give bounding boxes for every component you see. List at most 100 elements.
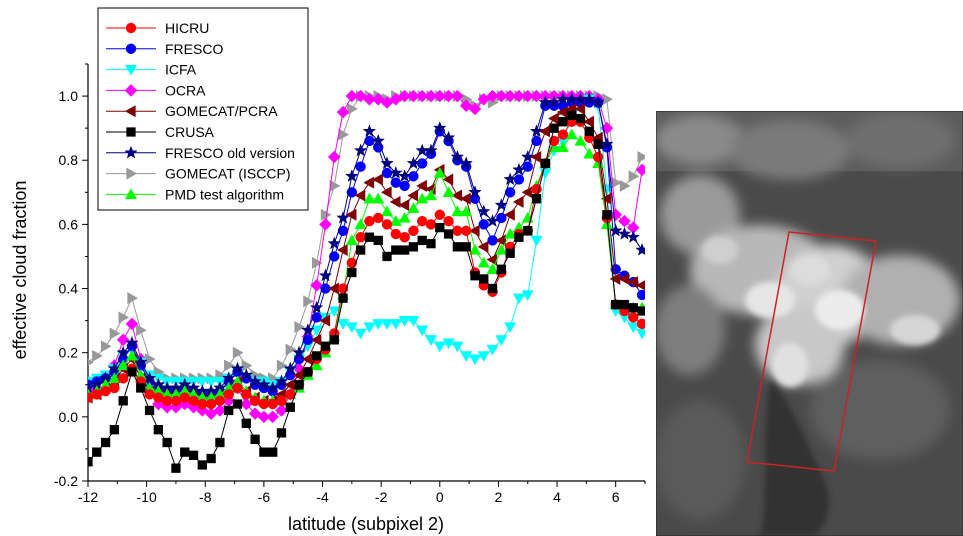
data-point bbox=[512, 89, 526, 103]
data-point bbox=[558, 117, 568, 127]
data-point bbox=[390, 177, 402, 188]
legend-entry: FRESCO old version bbox=[106, 145, 295, 161]
data-point bbox=[327, 150, 341, 164]
data-point bbox=[627, 322, 640, 334]
data-point bbox=[531, 194, 542, 204]
legend: HICRU FRESCO ICFA OCRA GOMECAT/PCRA CRUSA FRES… bbox=[97, 7, 309, 211]
legend-marker bbox=[124, 84, 138, 97]
data-point bbox=[468, 243, 481, 255]
legend-entry: OCRA bbox=[106, 82, 206, 98]
x-tick-label: -6 bbox=[258, 489, 271, 505]
series-fresco-old-version bbox=[88, 92, 645, 397]
data-point bbox=[117, 359, 130, 371]
data-point bbox=[468, 185, 482, 199]
data-point bbox=[635, 280, 645, 291]
legend-label: ICFA bbox=[165, 62, 197, 78]
data-point bbox=[424, 89, 438, 103]
data-point bbox=[451, 89, 464, 103]
data-point bbox=[268, 447, 278, 457]
data-point bbox=[504, 187, 516, 198]
data-point bbox=[476, 204, 491, 218]
data-point bbox=[327, 236, 342, 250]
x-tick-label: 0 bbox=[436, 489, 444, 505]
data-point bbox=[424, 143, 438, 157]
data-point bbox=[521, 89, 535, 103]
data-point bbox=[363, 92, 376, 106]
data-point bbox=[312, 256, 323, 269]
data-point bbox=[310, 278, 324, 292]
data-point bbox=[197, 460, 207, 470]
x-tick-label: -12 bbox=[78, 489, 98, 505]
data-point bbox=[406, 156, 421, 170]
data-point bbox=[336, 105, 350, 119]
data-point bbox=[390, 228, 402, 240]
data-point bbox=[539, 125, 550, 138]
data-point bbox=[266, 410, 280, 424]
data-point bbox=[627, 276, 638, 289]
x-tick-label: -2 bbox=[375, 489, 388, 505]
data-point bbox=[461, 242, 471, 252]
data-point bbox=[478, 219, 489, 230]
series-crusa bbox=[88, 110, 645, 473]
data-point bbox=[230, 361, 245, 375]
data-point bbox=[88, 380, 95, 394]
data-point bbox=[591, 95, 605, 109]
data-point bbox=[451, 189, 463, 202]
data-point bbox=[276, 395, 287, 407]
data-point bbox=[380, 156, 394, 170]
data-point bbox=[608, 223, 623, 237]
x-tick-label: -10 bbox=[137, 489, 157, 505]
data-point bbox=[468, 102, 482, 116]
data-point bbox=[345, 234, 358, 246]
data-point bbox=[505, 248, 515, 258]
data-point bbox=[540, 158, 550, 169]
data-point bbox=[301, 323, 315, 337]
data-point bbox=[116, 345, 130, 359]
data-point bbox=[206, 453, 216, 464]
data-point bbox=[442, 186, 455, 197]
data-point bbox=[460, 351, 473, 363]
data-point bbox=[125, 335, 139, 349]
data-point bbox=[318, 268, 333, 282]
x-axis-title: latitude (subpixel 2) bbox=[288, 514, 444, 534]
legend-entry: CRUSA bbox=[106, 124, 215, 140]
data-point bbox=[239, 368, 254, 381]
data-point bbox=[214, 395, 226, 407]
data-point bbox=[294, 380, 304, 390]
data-point bbox=[399, 180, 410, 192]
data-point bbox=[417, 235, 427, 246]
data-point bbox=[265, 380, 280, 394]
data-point bbox=[170, 395, 182, 407]
legend-marker bbox=[124, 145, 138, 159]
data-point bbox=[329, 179, 341, 192]
data-point bbox=[584, 126, 594, 137]
data-point bbox=[92, 349, 103, 362]
data-point bbox=[91, 389, 103, 400]
data-point bbox=[494, 89, 508, 103]
data-point bbox=[433, 341, 446, 353]
data-point bbox=[547, 95, 561, 109]
data-point bbox=[408, 225, 419, 237]
data-point bbox=[637, 306, 645, 316]
data-point bbox=[180, 447, 190, 457]
data-point bbox=[248, 374, 262, 388]
data-point bbox=[88, 457, 93, 467]
data-point bbox=[88, 358, 95, 366]
data-point bbox=[619, 299, 630, 310]
legend-marker bbox=[125, 43, 137, 55]
data-point bbox=[153, 392, 164, 403]
data-point bbox=[460, 225, 472, 237]
data-point bbox=[162, 437, 172, 448]
data-point bbox=[443, 215, 454, 227]
data-point bbox=[100, 385, 111, 397]
data-point bbox=[380, 319, 394, 330]
data-point bbox=[531, 183, 542, 195]
legend-marker bbox=[125, 22, 137, 34]
data-point bbox=[353, 143, 368, 157]
data-point bbox=[452, 242, 463, 252]
data-point bbox=[619, 179, 631, 192]
data-point bbox=[109, 327, 121, 340]
data-point bbox=[399, 245, 410, 255]
data-point bbox=[188, 450, 199, 460]
